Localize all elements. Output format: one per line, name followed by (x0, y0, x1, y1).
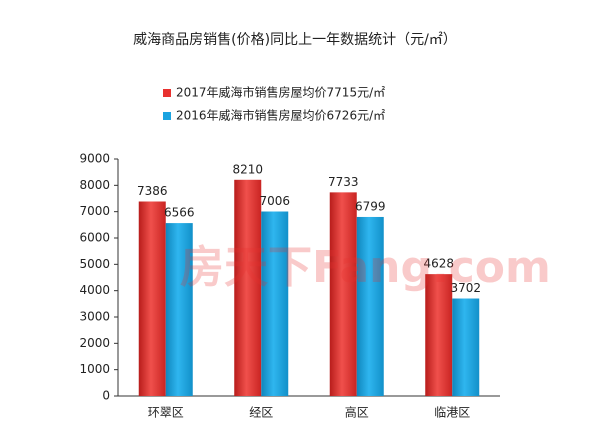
y-tick-label: 7000 (79, 204, 110, 218)
y-tick-label: 2000 (79, 336, 110, 350)
data-label: 7733 (328, 175, 359, 189)
y-tick-label: 6000 (79, 231, 110, 245)
x-tick-label: 经区 (249, 406, 273, 420)
bar (234, 179, 262, 396)
chart-title: 威海商品房销售(价格)同比上一年数据统计（元/㎡） (133, 32, 457, 48)
y-tick-label: 9000 (79, 152, 110, 166)
legend-label: 2017年威海市销售房屋均价7715元/㎡ (176, 85, 385, 100)
watermark: 房天下Fang.com (180, 242, 551, 293)
y-tick-label: 8000 (79, 178, 110, 192)
x-tick-label: 临港区 (434, 406, 470, 420)
bar (261, 211, 289, 396)
legend-swatch (163, 112, 171, 120)
bar (356, 216, 384, 396)
bar (452, 298, 480, 396)
data-label: 7006 (259, 194, 290, 208)
y-tick-label: 1000 (79, 362, 110, 376)
y-tick-label: 5000 (79, 257, 110, 271)
bar (425, 274, 453, 396)
bar (329, 192, 357, 396)
data-label: 6799 (355, 199, 386, 213)
data-label: 4628 (423, 257, 454, 271)
bar (138, 201, 166, 396)
y-tick-label: 0 (102, 389, 110, 403)
legend-swatch (163, 89, 171, 97)
y-tick-label: 4000 (79, 283, 110, 297)
x-tick-label: 环翠区 (148, 406, 184, 420)
legend-label: 2016年威海市销售房屋均价6726元/㎡ (176, 108, 385, 123)
data-label: 8210 (232, 162, 263, 176)
y-tick-label: 3000 (79, 310, 110, 324)
data-label: 7386 (137, 184, 168, 198)
data-label: 6566 (164, 206, 195, 220)
x-tick-label: 高区 (345, 405, 369, 420)
data-label: 3702 (450, 281, 481, 295)
bar (165, 223, 193, 396)
